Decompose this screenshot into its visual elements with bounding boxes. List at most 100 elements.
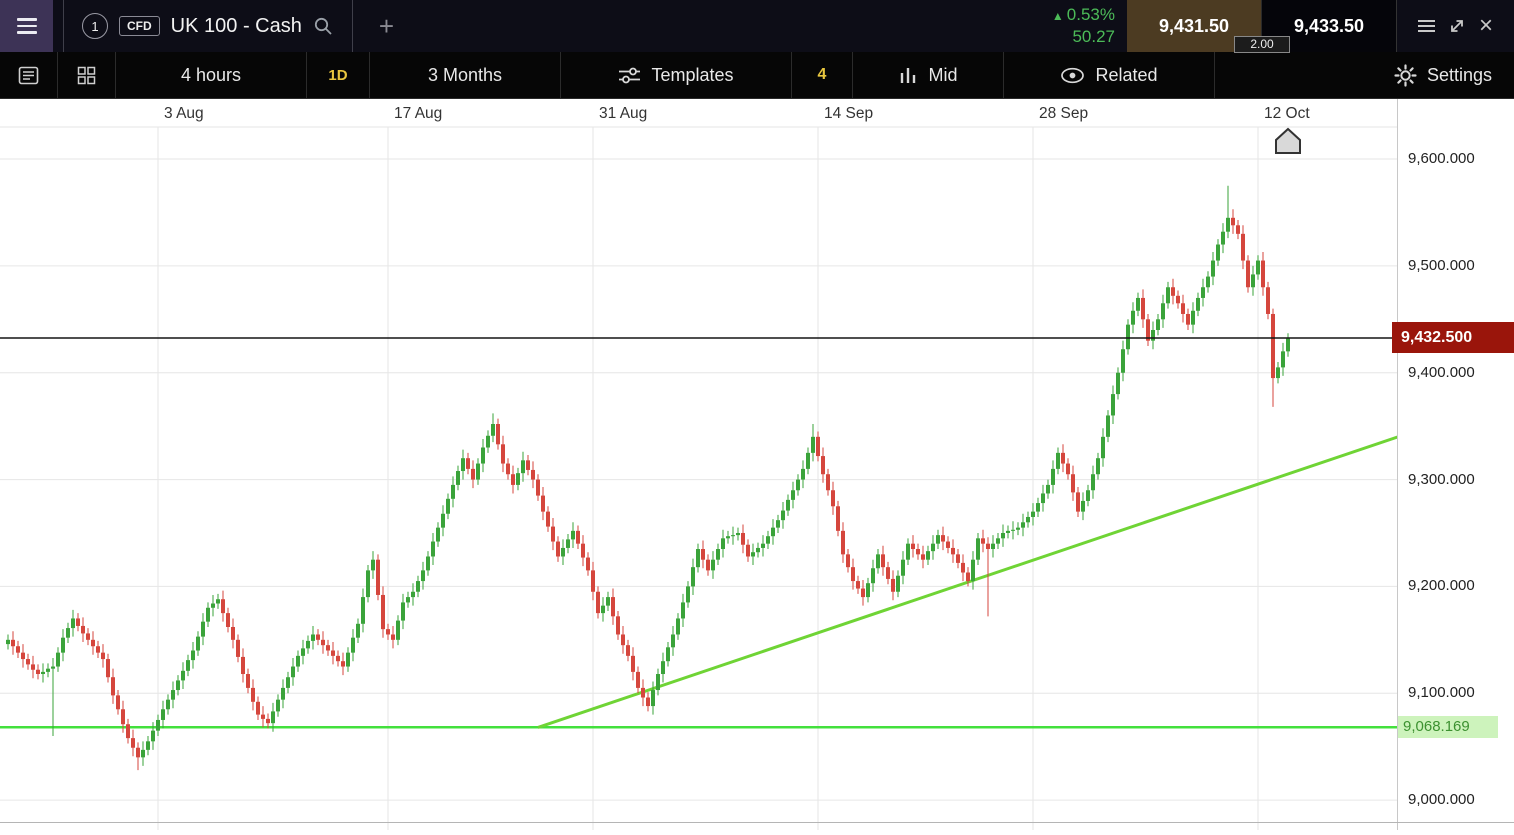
candle <box>996 538 1000 544</box>
candle <box>326 645 330 651</box>
candle <box>331 650 335 656</box>
candle <box>1286 338 1290 352</box>
candle <box>706 559 710 571</box>
candle <box>756 547 760 553</box>
candle <box>561 547 565 557</box>
candle <box>1146 319 1150 341</box>
candle <box>1161 303 1165 320</box>
candle <box>951 547 955 555</box>
candle <box>56 652 60 667</box>
candle <box>926 551 930 560</box>
candle <box>981 538 985 544</box>
candle <box>1016 527 1020 530</box>
gear-icon <box>1394 63 1417 87</box>
settings-button[interactable]: Settings <box>1374 52 1514 98</box>
candle <box>506 463 510 475</box>
candle <box>696 549 700 568</box>
candle <box>501 444 505 464</box>
list-icon[interactable] <box>1417 20 1435 32</box>
menu-button[interactable] <box>0 0 53 52</box>
related-button[interactable]: Related <box>1004 52 1215 98</box>
candle <box>776 520 780 528</box>
candle <box>1056 452 1060 469</box>
templates-button[interactable]: Templates <box>561 52 792 98</box>
candle <box>1121 349 1125 373</box>
candle <box>631 655 635 672</box>
candle <box>586 557 590 571</box>
bars-icon <box>901 67 916 83</box>
candle <box>741 532 745 545</box>
candle <box>441 513 445 528</box>
change-block: ▲ 0.53% 50.27 <box>1052 4 1115 48</box>
candle <box>116 695 120 710</box>
candle <box>106 659 110 678</box>
candle <box>1101 436 1105 459</box>
interval-select[interactable]: 4 hours <box>116 52 307 98</box>
price-axis-label: 9,100.000 <box>1408 684 1475 702</box>
candle <box>1041 493 1045 504</box>
candle <box>1231 217 1235 226</box>
candle <box>456 471 460 485</box>
candle <box>641 687 645 698</box>
instrument-tab[interactable]: 1 CFD UK 100 - Cash <box>63 0 353 52</box>
candle <box>571 530 575 540</box>
candle <box>1011 529 1015 531</box>
chart-layout-button[interactable] <box>58 52 116 98</box>
candle <box>666 647 670 662</box>
candle <box>531 469 535 480</box>
candle <box>831 490 835 507</box>
add-tab-button[interactable]: + <box>353 0 420 52</box>
candle <box>971 559 975 582</box>
candle <box>796 479 800 491</box>
candle <box>396 620 400 640</box>
close-icon[interactable]: × <box>1478 12 1493 39</box>
candle <box>361 597 365 624</box>
period-badge[interactable]: 1D <box>307 52 370 98</box>
news-button[interactable] <box>0 52 58 98</box>
candle <box>766 536 770 544</box>
candle <box>161 709 165 720</box>
candle <box>151 730 155 742</box>
price-chart[interactable]: 3 Aug 17 Aug 31 Aug 14 Sep 28 Sep 12 Oct <box>0 99 1399 830</box>
position-marker[interactable] <box>1275 127 1301 154</box>
time-axis-border <box>0 822 1514 823</box>
candle <box>1026 516 1030 523</box>
price-basis-select[interactable]: Mid <box>853 52 1004 98</box>
candle <box>596 591 600 614</box>
candle <box>356 623 360 638</box>
candle <box>181 670 185 681</box>
candle <box>681 602 685 619</box>
candle <box>1151 329 1155 341</box>
candle <box>601 605 605 614</box>
candle <box>871 568 875 584</box>
candle <box>691 567 695 587</box>
candle <box>616 616 620 635</box>
indicator-count-badge[interactable]: 4 <box>792 52 853 98</box>
expand-icon[interactable] <box>1448 17 1466 35</box>
candle <box>1156 319 1160 330</box>
candle <box>136 747 140 758</box>
date-axis-label: 3 Aug <box>164 105 204 122</box>
up-triangle-icon: ▲ <box>1051 8 1064 23</box>
candle <box>186 660 190 671</box>
candle <box>46 668 50 672</box>
candle <box>386 629 390 635</box>
candle <box>1181 303 1185 314</box>
price-axis[interactable]: 9,600.000 9,500.000 9,400.000 9,300.000 9,20… <box>1392 99 1514 830</box>
candle <box>426 556 430 571</box>
candle <box>1091 474 1095 491</box>
candle <box>231 627 235 640</box>
candle <box>6 639 10 645</box>
candle <box>206 607 210 622</box>
candle <box>736 532 740 536</box>
candle <box>1266 287 1270 314</box>
current-price-label: 9,432.500 <box>1392 322 1514 353</box>
candle <box>976 538 980 560</box>
candle <box>956 554 960 563</box>
candle <box>26 659 30 665</box>
search-icon[interactable] <box>313 16 334 37</box>
candle <box>1096 458 1100 475</box>
range-select[interactable]: 3 Months <box>370 52 561 98</box>
candle <box>316 634 320 640</box>
candle <box>341 661 345 667</box>
